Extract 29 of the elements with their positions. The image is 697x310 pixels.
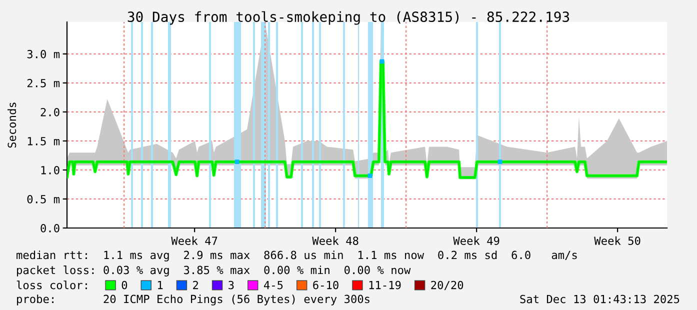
chart-title: 30 Days from tools-smokeping to (AS8315) - 85.222.193 (128, 11, 570, 25)
y-tick-label: 1.5 m (28, 137, 60, 146)
text: packet loss: 0.03 % avg 3.85 % max 0.00 % min 0.00 % now (17, 266, 411, 276)
text: median rtt: 1.1 ms avg 2.9 ms max 866.8 us min 1.1 ms now 0.2 ms sd 6.0 am/s (16, 250, 577, 262)
legend-label: 6-10 (313, 280, 338, 290)
legend-label: 2 (193, 280, 198, 290)
y-tick-label: 2.0 (40, 108, 60, 116)
y-tick-label: 0.5 m (27, 194, 60, 204)
x-tick-label: Week 48 (312, 236, 358, 245)
legend-label: 3 (228, 280, 234, 290)
y-tick-label: 2.5 m (27, 78, 60, 88)
y-tick-label: 0.0 (40, 224, 60, 232)
x-tick-label: Week 47 (171, 236, 218, 245)
point (498, 160, 502, 164)
legend-label: 4-5 (264, 280, 283, 290)
legend-label: 1 (158, 280, 163, 290)
y-axis-title: Seconds (8, 102, 16, 148)
y-tick-label: 3.0 m (27, 50, 60, 58)
legend-label: 0 (122, 280, 128, 290)
x-tick-label: Week 50 (594, 236, 640, 245)
x-tick-label: Week 49 (453, 236, 500, 245)
y-tick-label: 1.0 (41, 166, 60, 174)
legend-label: 20/20 (431, 280, 464, 290)
legend-title: loss color: (16, 280, 87, 290)
text: Sat Dec 13 01:43:13 2025 (520, 294, 680, 304)
legend-label: 11-19 (369, 280, 401, 290)
point (368, 174, 372, 178)
text: probe: 20 ICMP Echo Pings (56 Bytes) every 300s (17, 294, 370, 306)
point (234, 160, 240, 164)
